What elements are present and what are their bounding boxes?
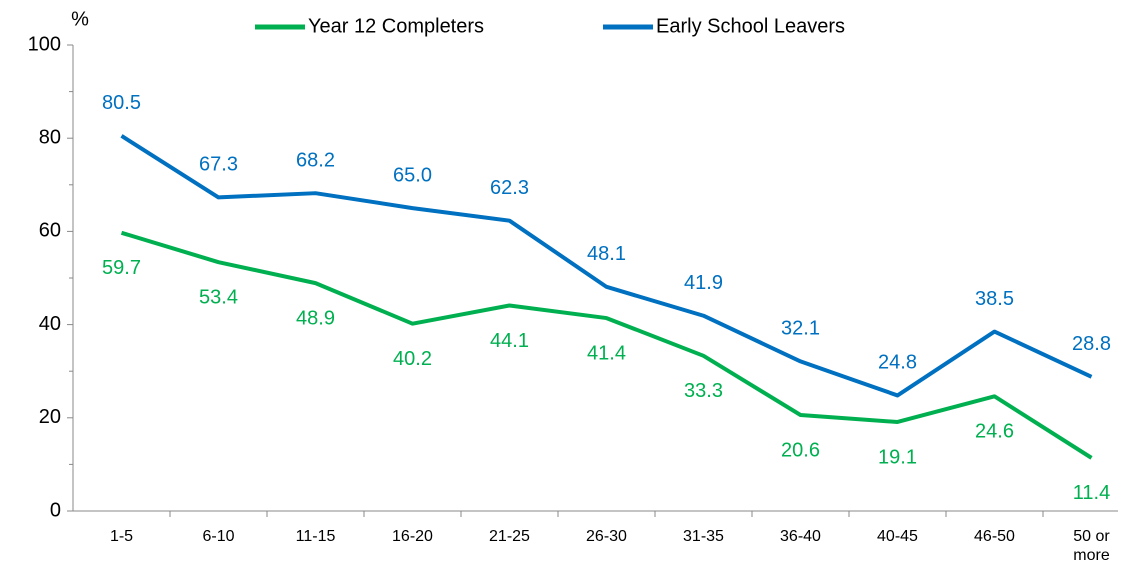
x-tick-label: 21-25 bbox=[489, 528, 530, 545]
data-label: 44.1 bbox=[490, 330, 529, 352]
x-tick-label: 11-15 bbox=[295, 528, 336, 545]
x-tick-label: 50 or more bbox=[1073, 528, 1110, 564]
data-label: 59.7 bbox=[102, 257, 141, 279]
data-label: 38.5 bbox=[975, 288, 1014, 310]
x-tick-label: 1-5 bbox=[109, 528, 134, 545]
x-tick-label: 6-10 bbox=[202, 528, 235, 545]
y-tick-label: 0 bbox=[50, 499, 61, 521]
y-tick-label: 60 bbox=[39, 220, 61, 242]
data-label: 24.8 bbox=[878, 352, 917, 374]
data-label: 80.5 bbox=[102, 92, 141, 114]
y-axis-label: % bbox=[71, 8, 89, 30]
data-label: 62.3 bbox=[490, 177, 529, 199]
data-label: 53.4 bbox=[199, 286, 238, 308]
data-label: 48.1 bbox=[587, 243, 626, 265]
legend-label: Early School Leavers bbox=[656, 15, 845, 37]
data-label: 28.8 bbox=[1072, 333, 1111, 355]
x-tick-label: 26-30 bbox=[586, 528, 627, 545]
data-label: 65.0 bbox=[393, 164, 432, 186]
data-label: 20.6 bbox=[781, 439, 820, 461]
data-label: 32.1 bbox=[781, 318, 820, 340]
y-tick-label: 40 bbox=[39, 313, 61, 335]
data-label: 41.9 bbox=[684, 272, 723, 294]
data-label: 41.4 bbox=[587, 342, 626, 364]
x-tick-label: 40-45 bbox=[877, 528, 918, 545]
x-tick-label: 16-20 bbox=[392, 528, 433, 545]
legend-label: Year 12 Completers bbox=[308, 15, 484, 37]
data-label: 33.3 bbox=[684, 380, 723, 402]
y-tick-label: 20 bbox=[39, 406, 61, 428]
series-line bbox=[120, 134, 1093, 398]
x-tick-label: 31-35 bbox=[683, 528, 724, 545]
y-tick-label: 100 bbox=[28, 33, 61, 55]
x-tick-label: 36-40 bbox=[780, 528, 821, 545]
data-label: 48.9 bbox=[296, 307, 335, 329]
data-label: 40.2 bbox=[393, 348, 432, 370]
data-label: 67.3 bbox=[199, 154, 238, 176]
series-line bbox=[120, 230, 1093, 460]
y-tick-label: 80 bbox=[39, 126, 61, 148]
x-tick-label: 46-50 bbox=[974, 528, 1015, 545]
data-label: 19.1 bbox=[878, 446, 917, 468]
data-label: 68.2 bbox=[296, 149, 335, 171]
data-label: 11.4 bbox=[1073, 482, 1110, 504]
data-label: 24.6 bbox=[975, 421, 1014, 443]
